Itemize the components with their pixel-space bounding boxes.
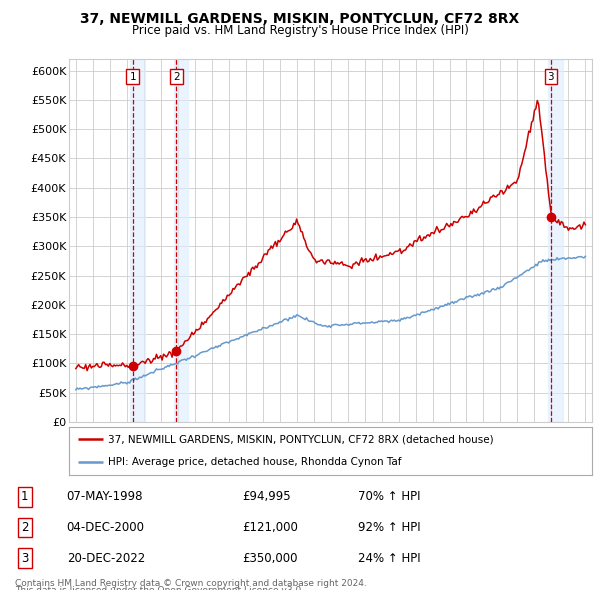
Text: £94,995: £94,995 [242,490,291,503]
Text: This data is licensed under the Open Government Licence v3.0.: This data is licensed under the Open Gov… [15,586,304,590]
Text: £121,000: £121,000 [242,521,298,534]
Text: 3: 3 [21,552,28,565]
Text: Price paid vs. HM Land Registry's House Price Index (HPI): Price paid vs. HM Land Registry's House … [131,24,469,37]
Text: £350,000: £350,000 [242,552,298,565]
Bar [548,59,563,422]
Text: 2: 2 [173,71,179,81]
Text: 2: 2 [21,521,28,534]
Text: 07-MAY-1998: 07-MAY-1998 [67,490,143,503]
Bar [130,59,145,422]
Text: 70% ↑ HPI: 70% ↑ HPI [358,490,420,503]
Text: 1: 1 [130,71,136,81]
Text: HPI: Average price, detached house, Rhondda Cynon Taf: HPI: Average price, detached house, Rhon… [108,457,402,467]
Text: 24% ↑ HPI: 24% ↑ HPI [358,552,420,565]
Text: Contains HM Land Registry data © Crown copyright and database right 2024.: Contains HM Land Registry data © Crown c… [15,579,367,588]
Text: 04-DEC-2000: 04-DEC-2000 [67,521,145,534]
Text: 92% ↑ HPI: 92% ↑ HPI [358,521,420,534]
Text: 37, NEWMILL GARDENS, MISKIN, PONTYCLUN, CF72 8RX: 37, NEWMILL GARDENS, MISKIN, PONTYCLUN, … [80,12,520,26]
Bar [174,59,188,422]
Text: 37, NEWMILL GARDENS, MISKIN, PONTYCLUN, CF72 8RX (detached house): 37, NEWMILL GARDENS, MISKIN, PONTYCLUN, … [108,434,494,444]
Text: 1: 1 [21,490,28,503]
Text: 3: 3 [548,71,554,81]
Text: 20-DEC-2022: 20-DEC-2022 [67,552,145,565]
